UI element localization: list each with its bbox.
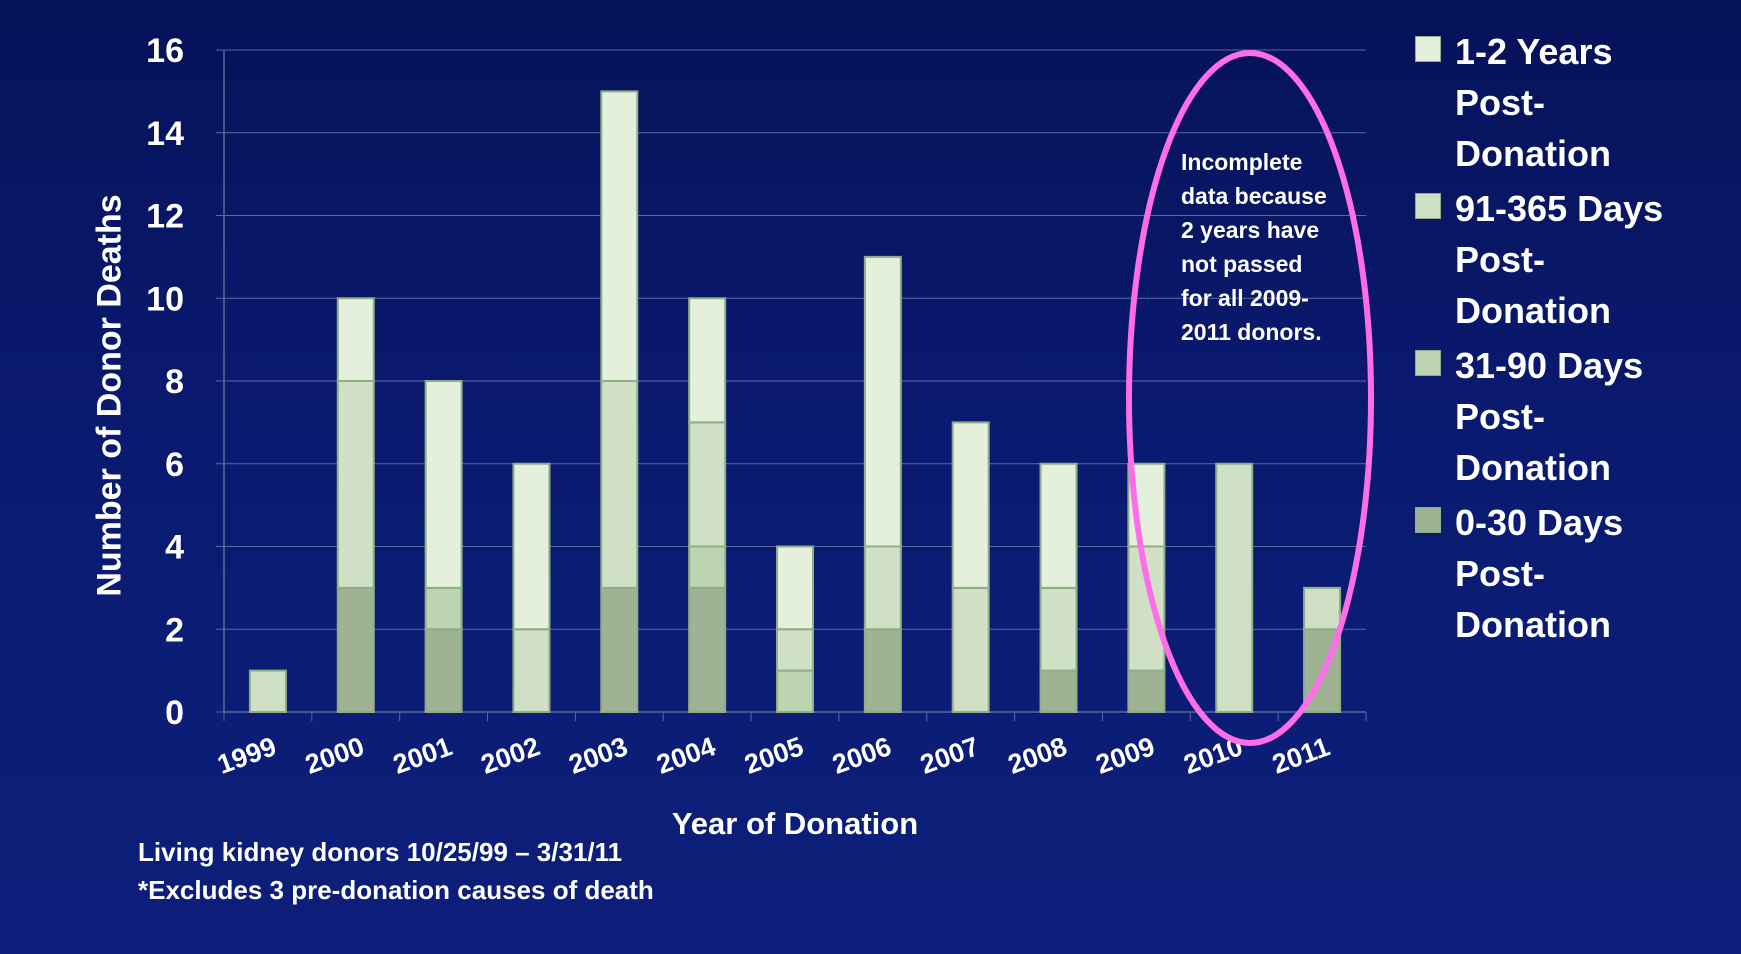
bar-segment — [863, 255, 902, 548]
y-tick-labels: 0 2 4 6 8 10 12 14 16 — [146, 32, 184, 732]
x-tick-label: 1999 — [213, 731, 280, 780]
bar-segment — [336, 380, 375, 589]
x-tick-label: 2009 — [1092, 731, 1159, 780]
x-tick-label: 2002 — [477, 731, 544, 780]
x-tick-label: 2000 — [301, 731, 368, 780]
bar-segment — [424, 380, 463, 589]
bar-segment — [600, 586, 639, 713]
legend-swatch — [1415, 193, 1441, 219]
y-tick-label: 10 — [146, 280, 184, 318]
gridlines — [224, 49, 1366, 630]
bar-segment — [1039, 669, 1078, 713]
bar-segment — [863, 628, 902, 713]
legend-swatch — [1415, 507, 1441, 533]
footnote-exclusions: *Excludes 3 pre-donation causes of death — [138, 875, 654, 905]
y-axis-label-container: Number of Donor Deaths — [30, 110, 190, 680]
legend-item-91-365-days: 91-365 Days Post-Donation — [1415, 183, 1735, 336]
highlight-ellipse — [1126, 50, 1374, 746]
y-tick-label: 2 — [165, 611, 184, 649]
bar-segment — [863, 545, 902, 631]
bar-segment — [424, 586, 463, 631]
bar-segment — [1039, 586, 1078, 672]
y-tick-label: 16 — [146, 32, 184, 70]
x-tick-label: 2003 — [565, 731, 632, 780]
bar-segment — [688, 421, 727, 548]
bar-segment — [600, 380, 639, 589]
legend-label: 91-365 Days Post-Donation — [1455, 188, 1664, 331]
footnote-donors: Living kidney donors 10/25/99 – 3/31/11 — [138, 837, 623, 867]
legend-item-1-2-years: 1-2 Years Post-Donation — [1415, 26, 1735, 179]
y-tick-label: 12 — [146, 198, 184, 236]
legend-swatch — [1415, 350, 1441, 376]
legend: 1-2 Years Post-Donation 91-365 Days Post… — [1415, 26, 1735, 654]
legend-swatch — [1415, 36, 1441, 62]
bar-segment — [951, 421, 990, 589]
x-tick-label: 2005 — [741, 731, 808, 780]
bar-segment — [1303, 586, 1342, 631]
bars — [248, 90, 1342, 713]
bar-segment — [512, 628, 551, 713]
bar-segment — [512, 462, 551, 631]
y-tick-label: 0 — [165, 694, 184, 732]
legend-label: 31-90 Days Post-Donation — [1455, 345, 1644, 488]
bar-segment — [951, 586, 990, 713]
bar-segment — [776, 628, 814, 672]
x-axis-label: Year of Donation — [671, 806, 919, 841]
y-axis-label: Number of Donor Deaths — [90, 193, 129, 597]
x-tick-label: 2004 — [653, 731, 720, 780]
legend-item-0-30-days: 0-30 Days Post-Donation — [1415, 497, 1735, 650]
bar-segment — [600, 90, 639, 382]
y-tick-label: 14 — [146, 115, 184, 153]
x-tick-label: 2007 — [916, 731, 983, 780]
y-tick-label: 8 — [165, 363, 184, 401]
x-tick-labels: 1999 2000 2001 2002 2003 2004 2005 2006 2007 2008… — [213, 731, 1333, 780]
y-tick-label: 6 — [165, 446, 184, 484]
y-tick-label: 4 — [165, 529, 184, 567]
bar-segment — [1039, 462, 1078, 589]
bar-segment — [688, 586, 727, 713]
legend-label: 1-2 Years Post-Donation — [1455, 31, 1613, 174]
bar-segment — [688, 545, 727, 589]
bar-segment — [248, 669, 287, 713]
x-tick-label: 2006 — [828, 731, 895, 780]
x-tick-label: 2008 — [1004, 731, 1071, 780]
bar-segment — [424, 628, 463, 713]
bar-segment — [688, 297, 727, 424]
bar-segment — [776, 545, 814, 631]
x-tick-label: 2001 — [389, 731, 456, 780]
legend-label: 0-30 Days Post-Donation — [1455, 502, 1624, 645]
bar-segment — [336, 297, 375, 382]
bar-segment — [336, 586, 375, 713]
bar-segment — [1127, 669, 1166, 713]
incomplete-data-annotation: Incomplete data because 2 years have not… — [1181, 149, 1327, 345]
legend-item-31-90-days: 31-90 Days Post-Donation — [1415, 340, 1735, 493]
x-tick-label: 2011 — [1268, 731, 1333, 779]
bar-segment — [776, 669, 814, 713]
bar-segment — [1215, 462, 1254, 713]
